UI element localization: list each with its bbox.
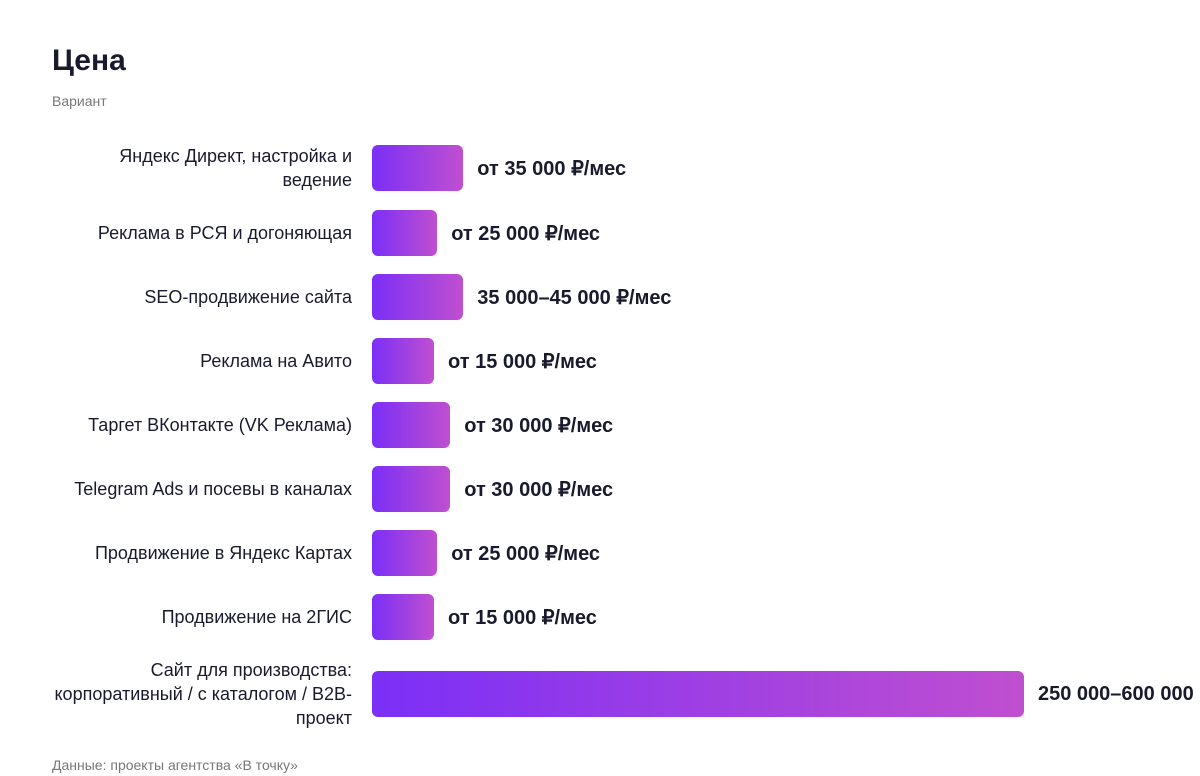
chart-title: Цена [52,44,126,77]
bar [372,530,438,576]
value-label: от 15 000 ₽/мес [448,606,597,629]
bar [372,210,438,256]
value-label: 250 000–600 000 [1038,682,1194,705]
category-label: Реклама на Авито [200,351,352,371]
bar-row: Продвижение на 2ГИС от 15 000 ₽/мес [52,594,1200,640]
bar [372,402,451,448]
category-label: Продвижение на 2ГИС [161,607,352,627]
value-label: от 25 000 ₽/мес [451,542,601,565]
value-label: от 30 000 ₽/мес [464,478,614,501]
category-label: Таргет ВКонтакте (VK Реклама) [88,415,352,435]
value-label: от 25 000 ₽/мес [451,222,601,245]
bar [372,594,434,640]
bar [372,145,464,191]
value-label: от 30 000 ₽/мес [464,414,614,437]
bar-row: Таргет ВКонтакте (VK Реклама) от 30 000 ₽… [52,402,1200,448]
bar-row: Сайт для производства: корпоративный / с… [52,658,1200,730]
bar-row: Продвижение в Яндекс Картах от 25 000 ₽/м… [52,530,1200,576]
value-label: 35 000–45 000 ₽/мес [477,286,672,309]
category-label: SEO-продвижение сайта [144,287,352,307]
category-label: Telegram Ads и посевы в каналах [74,479,352,499]
bar [372,671,1024,717]
bar-rows: Яндекс Директ, настройка и ведение от 35 … [52,144,1200,730]
value-label: от 35 000 ₽/мес [477,157,627,180]
value-label: от 15 000 ₽/мес [448,350,597,373]
bar [372,466,451,512]
category-label: Продвижение в Яндекс Картах [94,543,352,563]
bar-row: Реклама на Авито от 15 000 ₽/мес [52,338,1200,384]
bar-row: Яндекс Директ, настройка и ведение от 35 … [52,144,1200,192]
bar [372,274,464,320]
source-note: Данные: проекты агентства «В точку» [52,757,298,773]
category-label: Реклама в РСЯ и догоняющая [97,223,352,243]
bar-row: Реклама в РСЯ и догоняющая от 25 000 ₽/ме… [52,210,1200,256]
category-label: Сайт для производства: корпоративный / с… [54,660,352,728]
chart-subtitle: Вариант [52,93,107,109]
bar-row: Telegram Ads и посевы в каналах от 30 000… [52,466,1200,512]
category-label: Яндекс Директ, настройка и ведение [119,146,352,190]
bar [372,338,434,384]
bar-row: SEO-продвижение сайта 35 000–45 000 ₽/мес [52,274,1200,320]
